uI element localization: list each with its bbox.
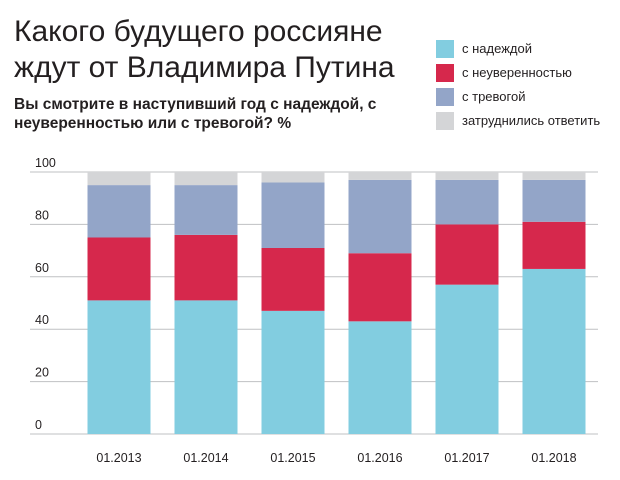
legend-swatch-anxiety xyxy=(436,87,454,106)
y-tick-label: 40 xyxy=(35,313,49,327)
bar-segment xyxy=(87,185,151,238)
bar-segment xyxy=(522,179,586,222)
bar-segment xyxy=(435,224,499,285)
bar-segment xyxy=(435,172,499,180)
bar-segment xyxy=(435,179,499,225)
bar-segment xyxy=(348,253,412,322)
x-tick-label: 01.2015 xyxy=(270,451,315,465)
x-tick-label: 01.2014 xyxy=(183,451,228,465)
bar-segment xyxy=(348,321,412,434)
bar-segment xyxy=(348,172,412,180)
legend-swatch-hope xyxy=(436,39,454,58)
bar-segment xyxy=(261,247,325,311)
bar-segment xyxy=(174,172,238,186)
bar-segment xyxy=(87,172,151,186)
bar-segment xyxy=(522,172,586,180)
bar-segment xyxy=(87,300,151,434)
bar-segment xyxy=(522,221,586,269)
legend-label-undecided: затруднились ответить xyxy=(462,113,601,128)
bar-segment xyxy=(261,172,325,183)
legend-label-hope: с надеждой xyxy=(462,41,532,56)
y-tick-label: 60 xyxy=(35,261,49,275)
y-tick-label: 20 xyxy=(35,366,49,380)
bar-segment xyxy=(261,182,325,248)
legend: с надеждой с неуверенностью с тревогой з… xyxy=(436,37,616,133)
y-tick-label: 0 xyxy=(35,418,42,432)
legend-item-undecided: затруднились ответить xyxy=(436,109,616,132)
chart-title: Какого будущего россияне ждут от Владими… xyxy=(14,15,395,84)
legend-item-anxiety: с тревогой xyxy=(436,85,616,108)
legend-label-uncertainty: с неуверенностью xyxy=(462,65,572,80)
legend-swatch-uncertainty xyxy=(436,63,454,82)
bar-segment xyxy=(174,185,238,235)
x-tick-label: 01.2018 xyxy=(531,451,576,465)
legend-item-uncertainty: с неуверенностью xyxy=(436,61,616,84)
x-tick-label: 01.2013 xyxy=(96,451,141,465)
bar-segment xyxy=(174,300,238,434)
x-tick-label: 01.2017 xyxy=(444,451,489,465)
legend-item-hope: с надеждой xyxy=(436,37,616,60)
bar-segment xyxy=(174,234,238,301)
bar-segment xyxy=(87,237,151,301)
y-tick-label: 100 xyxy=(35,156,56,170)
bar-segment xyxy=(348,179,412,254)
bar-segment xyxy=(261,310,325,434)
y-tick-label: 80 xyxy=(35,208,49,222)
chart-subtitle: Вы смотрите в наступивший год с надеждой… xyxy=(14,96,377,132)
bar-segment xyxy=(435,284,499,434)
x-tick-label: 01.2016 xyxy=(357,451,402,465)
bar-segment xyxy=(522,268,586,434)
legend-label-anxiety: с тревогой xyxy=(462,89,526,104)
legend-swatch-undecided xyxy=(436,111,454,130)
